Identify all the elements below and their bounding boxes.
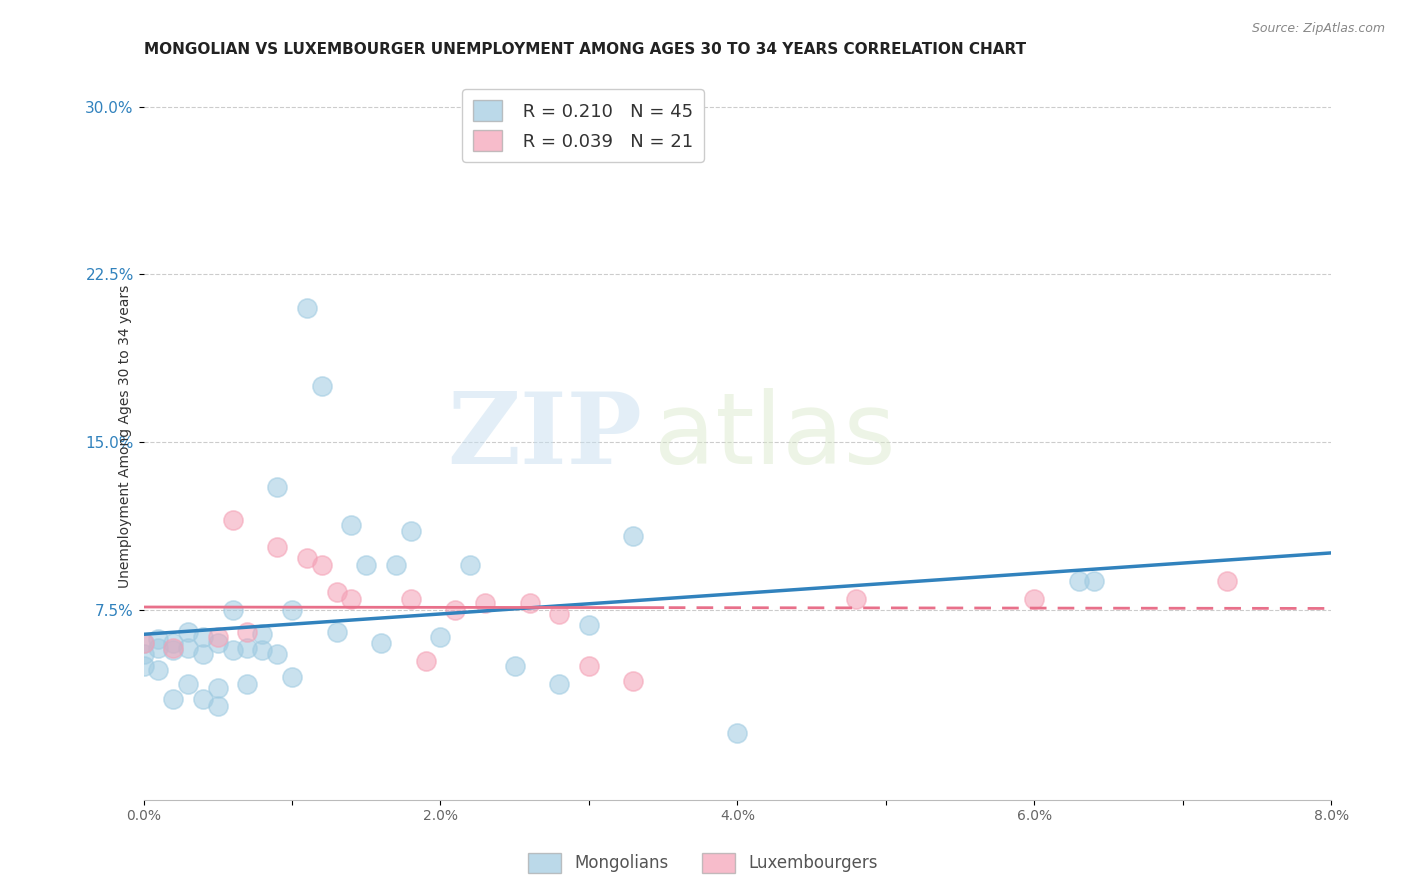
Point xyxy=(148,640,170,655)
Point xyxy=(177,640,200,655)
Point xyxy=(207,630,229,644)
Y-axis label: Unemployment Among Ages 30 to 34 years: Unemployment Among Ages 30 to 34 years xyxy=(118,285,132,588)
Point xyxy=(132,636,155,650)
Point xyxy=(177,625,200,640)
Point xyxy=(191,630,214,644)
Point xyxy=(207,681,229,695)
Point xyxy=(325,585,347,599)
Point xyxy=(295,551,318,566)
Point xyxy=(177,676,200,690)
Point xyxy=(191,692,214,706)
Point xyxy=(1024,591,1046,606)
Point xyxy=(132,658,155,673)
Point xyxy=(252,627,274,641)
Point xyxy=(458,558,481,572)
Point xyxy=(221,603,243,617)
Point xyxy=(311,379,333,393)
Point xyxy=(415,654,437,668)
Point xyxy=(162,640,184,655)
Point xyxy=(281,603,304,617)
Point xyxy=(503,658,526,673)
Point xyxy=(191,648,214,662)
Point xyxy=(266,480,288,494)
Point xyxy=(444,603,467,617)
Point xyxy=(548,607,571,622)
Point xyxy=(548,676,571,690)
Text: Source: ZipAtlas.com: Source: ZipAtlas.com xyxy=(1251,22,1385,36)
Point xyxy=(370,636,392,650)
Point xyxy=(354,558,377,572)
Point xyxy=(399,591,422,606)
Point xyxy=(385,558,408,572)
Point xyxy=(311,558,333,572)
Point xyxy=(325,625,347,640)
Point xyxy=(340,517,363,532)
Point xyxy=(132,648,155,662)
Point xyxy=(221,513,243,527)
Point xyxy=(207,636,229,650)
Legend:  R = 0.210   N = 45,  R = 0.039   N = 21: R = 0.210 N = 45, R = 0.039 N = 21 xyxy=(463,89,703,162)
Point xyxy=(429,630,451,644)
Point xyxy=(1216,574,1239,588)
Point xyxy=(252,643,274,657)
Point xyxy=(295,301,318,315)
Point xyxy=(236,625,259,640)
Point xyxy=(399,524,422,539)
Text: atlas: atlas xyxy=(654,388,896,485)
Legend: Mongolians, Luxembourgers: Mongolians, Luxembourgers xyxy=(522,847,884,880)
Point xyxy=(474,596,496,610)
Point xyxy=(1067,574,1090,588)
Point xyxy=(1083,574,1105,588)
Point xyxy=(623,674,645,689)
Point xyxy=(623,529,645,543)
Text: MONGOLIAN VS LUXEMBOURGER UNEMPLOYMENT AMONG AGES 30 TO 34 YEARS CORRELATION CHA: MONGOLIAN VS LUXEMBOURGER UNEMPLOYMENT A… xyxy=(143,42,1025,57)
Point xyxy=(266,648,288,662)
Point xyxy=(236,676,259,690)
Point xyxy=(132,636,155,650)
Point xyxy=(266,540,288,554)
Point xyxy=(148,663,170,677)
Point xyxy=(162,636,184,650)
Point xyxy=(236,640,259,655)
Point xyxy=(725,725,748,739)
Point xyxy=(162,643,184,657)
Point xyxy=(845,591,868,606)
Text: ZIP: ZIP xyxy=(447,388,643,485)
Point xyxy=(578,658,600,673)
Point xyxy=(519,596,541,610)
Point xyxy=(340,591,363,606)
Point xyxy=(162,692,184,706)
Point xyxy=(578,618,600,632)
Point xyxy=(221,643,243,657)
Point xyxy=(148,632,170,646)
Point xyxy=(281,670,304,684)
Point xyxy=(207,698,229,713)
